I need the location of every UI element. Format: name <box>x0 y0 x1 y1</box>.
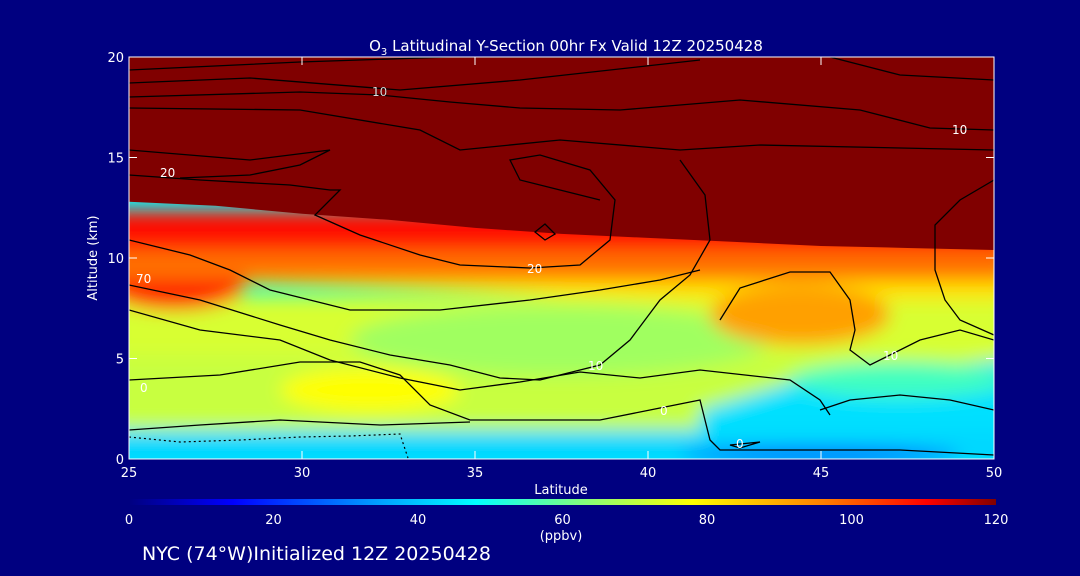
contour-label: 20 <box>527 262 542 276</box>
contour-label: 70 <box>136 272 151 286</box>
contour-label: 0 <box>140 381 148 395</box>
colorbar-tick-label: 20 <box>265 513 282 528</box>
contour-label: 10 <box>952 123 967 137</box>
contour-labels: 10 20 10 70 20 10 10 0 0 0 <box>136 85 967 451</box>
colorbar-tick-label: 0 <box>125 513 133 528</box>
chart-title: O3 Latitudinal Y-Section 00hr Fx Valid 1… <box>369 37 763 58</box>
band-east-orange <box>710 285 890 345</box>
x-tick-label: 30 <box>294 466 311 481</box>
contour-line <box>129 149 331 179</box>
contour-label: 0 <box>736 437 744 451</box>
title-prefix: O <box>369 37 381 55</box>
title-subscript: 3 <box>381 47 387 58</box>
contour-label: 10 <box>883 349 898 363</box>
contour-line-dotted <box>129 433 409 459</box>
x-tick-label: 40 <box>640 466 657 481</box>
contour-lines <box>129 57 994 456</box>
y-tick-label: 15 <box>107 152 124 167</box>
contour-line <box>129 107 994 151</box>
y-axis-label: Altitude (km) <box>86 215 101 300</box>
contour-line <box>129 239 701 311</box>
colorbar-ticks: 0 20 40 60 80 100 120 <box>125 513 1009 528</box>
y-tick-label: 0 <box>116 453 124 468</box>
band-center-green <box>350 305 770 375</box>
contour-line <box>129 361 994 456</box>
plot-area: 10 20 10 70 20 10 10 0 0 0 <box>129 57 994 459</box>
contour-line <box>129 419 471 431</box>
band-surface-blue <box>680 448 960 459</box>
x-tick-label: 50 <box>986 466 1003 481</box>
contour-line <box>129 57 700 71</box>
colorbar-tick-label: 120 <box>984 513 1009 528</box>
y-tick-label: 10 <box>107 252 124 267</box>
contour-label: 20 <box>160 166 175 180</box>
colorbar-tick-label: 60 <box>554 513 571 528</box>
contour-line <box>129 309 831 416</box>
contour-label: 10 <box>372 85 387 99</box>
x-axis: 25 30 35 40 45 50 <box>121 57 1003 481</box>
band-east-green <box>790 362 994 398</box>
contour-line <box>934 179 994 336</box>
contour-line <box>533 223 557 241</box>
title-rest: Latitudinal Y-Section 00hr Fx Valid 12Z … <box>387 37 763 55</box>
contour-label: 0 <box>660 404 668 418</box>
colorbar-tick-label: 40 <box>410 513 427 528</box>
y-tick-label: 20 <box>107 51 124 66</box>
x-tick-label: 25 <box>121 466 138 481</box>
colorbar-tick-label: 80 <box>699 513 716 528</box>
y-tick-label: 5 <box>116 353 124 368</box>
contour-label: 10 <box>588 359 603 373</box>
stratosphere-fill <box>129 57 994 250</box>
x-tick-label: 35 <box>467 466 484 481</box>
colorbar-unit: (ppbv) <box>540 529 583 544</box>
contour-line <box>129 159 711 381</box>
band-yellow-lens <box>280 368 460 412</box>
colorbar-tick-label: 100 <box>839 513 864 528</box>
contour-line <box>129 154 616 269</box>
contour-line <box>719 271 994 366</box>
x-axis-label: Latitude <box>534 483 588 498</box>
contour-line <box>819 394 994 411</box>
contour-line <box>729 441 761 449</box>
colorbar <box>129 499 996 505</box>
contour-line <box>129 91 994 131</box>
ozone-color-field <box>129 210 994 459</box>
y-axis: 0 5 10 15 20 <box>107 51 994 468</box>
contour-line <box>129 57 994 91</box>
x-tick-label: 45 <box>813 466 830 481</box>
contour-dotted <box>129 433 409 459</box>
footer-init-label: NYC (74°W)Initialized 12Z 20250428 <box>142 543 491 565</box>
